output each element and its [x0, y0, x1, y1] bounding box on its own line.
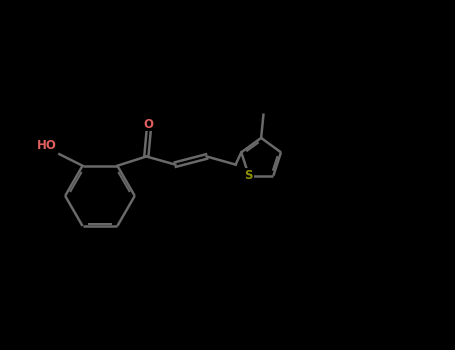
Text: S: S: [245, 169, 253, 182]
Text: O: O: [144, 118, 154, 131]
Text: HO: HO: [37, 139, 57, 152]
